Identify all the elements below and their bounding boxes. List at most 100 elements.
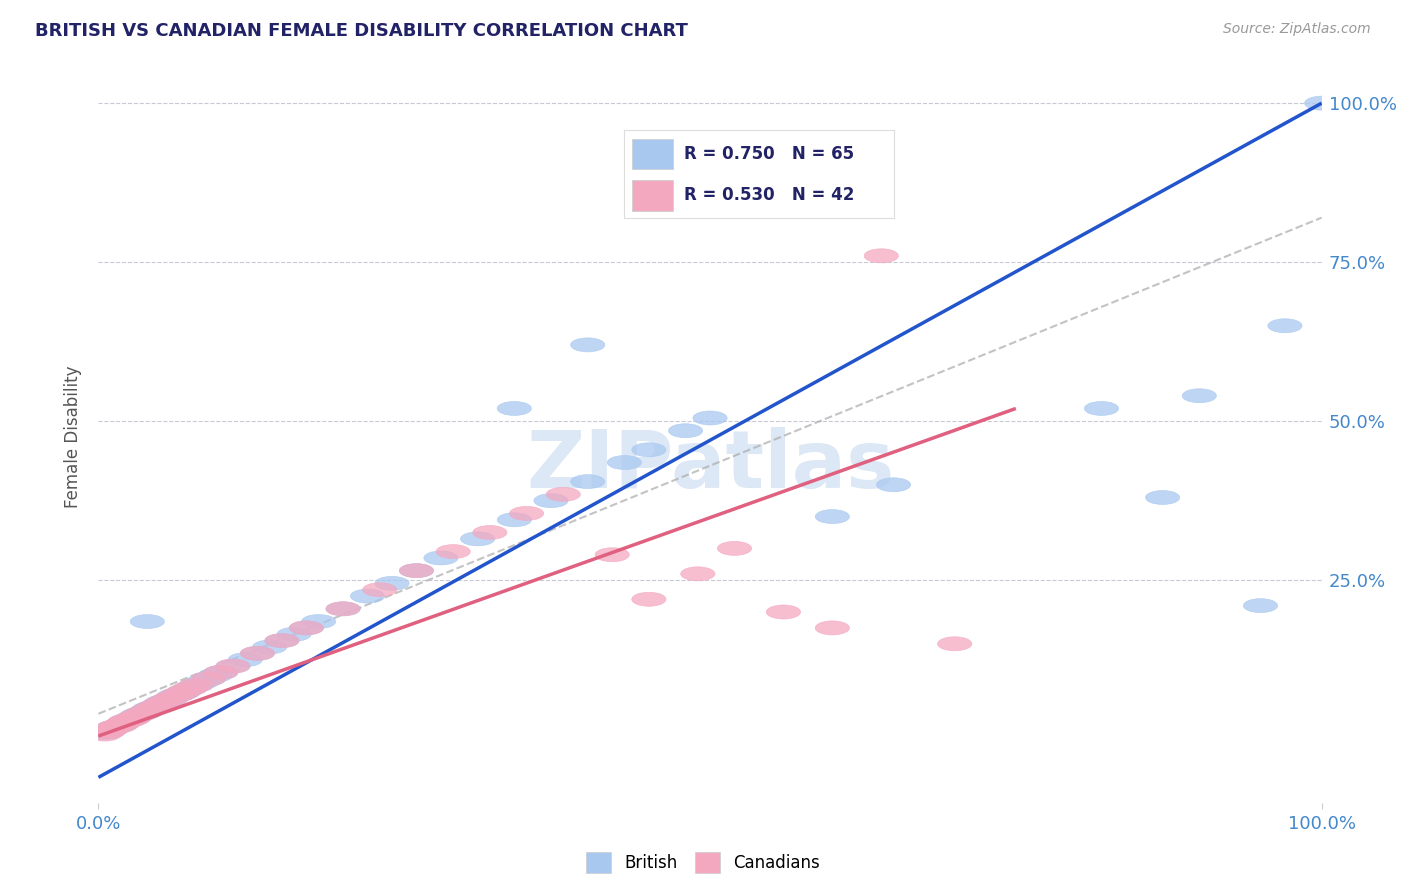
Ellipse shape xyxy=(571,338,605,351)
Ellipse shape xyxy=(179,678,214,692)
Ellipse shape xyxy=(136,700,170,714)
Ellipse shape xyxy=(128,706,162,720)
Ellipse shape xyxy=(131,615,165,629)
Ellipse shape xyxy=(96,721,131,735)
Ellipse shape xyxy=(112,713,146,727)
FancyBboxPatch shape xyxy=(633,138,673,169)
Ellipse shape xyxy=(546,487,581,501)
Ellipse shape xyxy=(152,693,187,706)
Ellipse shape xyxy=(167,684,201,698)
Ellipse shape xyxy=(118,710,152,724)
Ellipse shape xyxy=(436,545,470,558)
Ellipse shape xyxy=(423,551,458,565)
Ellipse shape xyxy=(131,704,165,717)
Ellipse shape xyxy=(607,456,641,469)
Ellipse shape xyxy=(160,688,195,702)
Ellipse shape xyxy=(155,691,188,705)
Ellipse shape xyxy=(173,681,207,695)
Ellipse shape xyxy=(173,681,207,695)
Ellipse shape xyxy=(631,442,666,457)
Ellipse shape xyxy=(94,723,128,737)
Ellipse shape xyxy=(124,706,159,721)
Ellipse shape xyxy=(1243,599,1278,613)
Ellipse shape xyxy=(571,475,605,489)
Ellipse shape xyxy=(264,633,299,648)
Ellipse shape xyxy=(253,640,287,654)
Ellipse shape xyxy=(938,637,972,651)
Ellipse shape xyxy=(204,665,238,680)
Ellipse shape xyxy=(131,704,165,717)
Ellipse shape xyxy=(264,633,299,648)
Ellipse shape xyxy=(197,669,232,682)
Ellipse shape xyxy=(290,621,323,635)
Ellipse shape xyxy=(105,716,141,731)
Ellipse shape xyxy=(179,678,214,692)
Ellipse shape xyxy=(1084,401,1119,416)
Ellipse shape xyxy=(350,589,385,603)
Ellipse shape xyxy=(472,525,508,540)
Ellipse shape xyxy=(399,564,433,578)
Ellipse shape xyxy=(149,694,183,708)
Ellipse shape xyxy=(118,710,152,724)
Ellipse shape xyxy=(114,712,149,726)
Ellipse shape xyxy=(165,687,198,700)
Ellipse shape xyxy=(132,702,167,715)
Ellipse shape xyxy=(191,672,225,686)
Ellipse shape xyxy=(186,675,219,689)
Ellipse shape xyxy=(91,724,125,739)
Ellipse shape xyxy=(124,706,159,721)
Ellipse shape xyxy=(1182,389,1216,402)
Ellipse shape xyxy=(142,698,177,711)
Text: Source: ZipAtlas.com: Source: ZipAtlas.com xyxy=(1223,22,1371,37)
Ellipse shape xyxy=(461,532,495,546)
Y-axis label: Female Disability: Female Disability xyxy=(65,366,83,508)
Ellipse shape xyxy=(631,592,666,607)
FancyBboxPatch shape xyxy=(633,180,673,211)
Ellipse shape xyxy=(766,605,800,619)
Ellipse shape xyxy=(595,548,630,562)
Ellipse shape xyxy=(290,621,323,635)
Ellipse shape xyxy=(693,411,727,425)
Ellipse shape xyxy=(160,688,195,702)
Ellipse shape xyxy=(94,723,128,737)
Ellipse shape xyxy=(681,566,714,581)
Ellipse shape xyxy=(87,727,122,741)
Ellipse shape xyxy=(1146,491,1180,505)
Ellipse shape xyxy=(103,718,138,732)
Ellipse shape xyxy=(217,659,250,673)
Text: R = 0.530   N = 42: R = 0.530 N = 42 xyxy=(683,186,853,204)
Ellipse shape xyxy=(100,720,134,733)
Ellipse shape xyxy=(865,249,898,263)
Ellipse shape xyxy=(228,653,263,666)
Ellipse shape xyxy=(108,714,142,729)
Ellipse shape xyxy=(91,724,125,739)
Ellipse shape xyxy=(217,659,250,673)
Ellipse shape xyxy=(326,602,360,615)
Ellipse shape xyxy=(301,615,336,629)
Ellipse shape xyxy=(112,713,146,727)
Ellipse shape xyxy=(167,684,201,698)
Ellipse shape xyxy=(498,513,531,527)
Ellipse shape xyxy=(108,714,142,729)
Text: ZIPatlas: ZIPatlas xyxy=(526,427,894,506)
Ellipse shape xyxy=(115,712,150,726)
Ellipse shape xyxy=(363,582,396,597)
Ellipse shape xyxy=(815,621,849,635)
Ellipse shape xyxy=(399,564,433,578)
Ellipse shape xyxy=(121,708,155,722)
Ellipse shape xyxy=(142,698,177,711)
Ellipse shape xyxy=(498,401,531,416)
Ellipse shape xyxy=(815,509,849,524)
Ellipse shape xyxy=(717,541,752,556)
Ellipse shape xyxy=(103,718,138,732)
Ellipse shape xyxy=(155,691,188,705)
Ellipse shape xyxy=(191,672,225,686)
Ellipse shape xyxy=(145,695,179,709)
Ellipse shape xyxy=(668,424,703,438)
Ellipse shape xyxy=(240,647,274,660)
Ellipse shape xyxy=(240,647,274,660)
Ellipse shape xyxy=(141,699,174,713)
Ellipse shape xyxy=(1305,96,1339,110)
Ellipse shape xyxy=(277,627,311,641)
Ellipse shape xyxy=(136,700,170,714)
